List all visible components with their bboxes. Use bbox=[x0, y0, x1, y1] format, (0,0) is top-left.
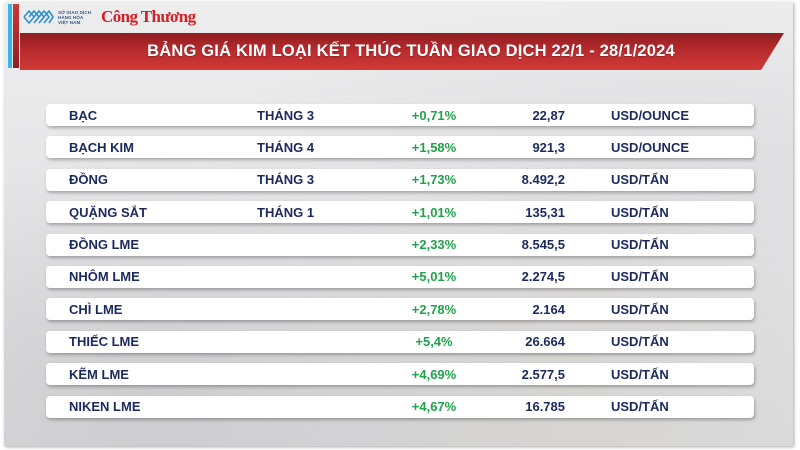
metal-name: ĐỒNG LME bbox=[69, 237, 140, 253]
weekly-change: +4,67% bbox=[411, 399, 457, 415]
unit: USD/TẤN bbox=[611, 334, 669, 350]
weekly-change: +1,01% bbox=[411, 204, 457, 220]
price: 2.577,5 bbox=[521, 366, 565, 382]
exchange-name-line-1: SỞ GIAO DỊCH bbox=[58, 9, 92, 15]
accent-bar-blue bbox=[8, 4, 12, 68]
weekly-change: +2,78% bbox=[411, 301, 457, 317]
exchange-name-line-2: HÀNG HÓA bbox=[58, 14, 84, 20]
metal-name: NIKEN LME bbox=[69, 399, 141, 415]
contract-month: THÁNG 3 bbox=[257, 107, 315, 123]
unit: USD/TẤN bbox=[611, 172, 669, 188]
metal-name: THIẾC LME bbox=[69, 334, 140, 350]
unit: USD/TẤN bbox=[611, 204, 669, 220]
price: 921,3 bbox=[532, 139, 565, 155]
table-row-platinum: BẠCH KIM THÁNG 4 +1,58% 921,3 USD/OUNCE bbox=[46, 136, 754, 159]
header-logo: SỞ GIAO DỊCH HÀNG HÓA VIỆT NAM Công Thươ… bbox=[22, 6, 196, 28]
weekly-change: +2,33% bbox=[411, 237, 457, 253]
exchange-logo-icon bbox=[23, 10, 54, 24]
price: 16.785 bbox=[525, 399, 565, 415]
price: 26.664 bbox=[525, 334, 565, 350]
contract-month: THÁNG 1 bbox=[257, 204, 315, 220]
page-title: BẢNG GIÁ KIM LOẠI KẾT THÚC TUẦN GIAO DỊC… bbox=[147, 42, 675, 60]
unit: USD/TẤN bbox=[611, 269, 669, 285]
table-row-zinc-lme: KẼM LME +4,69% 2.577,5 USD/TẤN bbox=[46, 363, 754, 386]
contract-month: THÁNG 4 bbox=[257, 139, 315, 155]
table-row-aluminum-lme: NHÔM LME +5,01% 2.274,5 USD/TẤN bbox=[46, 265, 754, 288]
weekly-change: +1,73% bbox=[411, 172, 457, 188]
price: 135,31 bbox=[525, 204, 565, 220]
brand-logo-text: Công Thương bbox=[101, 7, 196, 26]
metal-name: KẼM LME bbox=[69, 366, 129, 382]
price: 2.164 bbox=[532, 301, 565, 317]
unit: USD/TẤN bbox=[611, 237, 669, 253]
weekly-change: +1,58% bbox=[411, 139, 457, 155]
price: 8.545,5 bbox=[521, 237, 565, 253]
unit: USD/TẤN bbox=[611, 399, 669, 415]
unit: USD/OUNCE bbox=[611, 139, 690, 155]
weekly-change: +5,4% bbox=[415, 334, 453, 350]
price: 2.274,5 bbox=[521, 269, 565, 285]
table-row-nickel-lme: NIKEN LME +4,67% 16.785 USD/TẤN bbox=[46, 395, 754, 418]
weekly-change: +4,69% bbox=[411, 366, 457, 382]
exchange-name-line-3: VIỆT NAM bbox=[58, 19, 81, 25]
weekly-change: +5,01% bbox=[411, 269, 457, 285]
metal-name: BẠCH KIM bbox=[69, 139, 134, 155]
unit: USD/TẤN bbox=[611, 301, 669, 317]
price: 8.492,2 bbox=[521, 172, 565, 188]
metal-name: QUẶNG SẮT bbox=[69, 204, 147, 220]
contract-month: THÁNG 3 bbox=[257, 172, 315, 188]
metal-name: NHÔM LME bbox=[69, 269, 140, 285]
title-banner: BẢNG GIÁ KIM LOẠI KẾT THÚC TUẦN GIAO DỊC… bbox=[20, 33, 784, 70]
unit: USD/OUNCE bbox=[611, 107, 690, 123]
table-row-copper-lme: ĐỒNG LME +2,33% 8.545,5 USD/TẤN bbox=[46, 233, 754, 256]
metal-name: BẠC bbox=[69, 107, 98, 123]
accent-bar-red bbox=[13, 4, 19, 68]
table-row-copper: ĐỒNG THÁNG 3 +1,73% 8.492,2 USD/TẤN bbox=[46, 168, 754, 191]
metal-name: CHÌ LME bbox=[69, 301, 123, 317]
exchange-name: SỞ GIAO DỊCH HÀNG HÓA VIỆT NAM bbox=[58, 10, 91, 25]
table-row-iron-ore: QUẶNG SẮT THÁNG 1 +1,01% 135,31 USD/TẤN bbox=[46, 201, 754, 224]
unit: USD/TẤN bbox=[611, 366, 669, 382]
table-row-lead-lme: CHÌ LME +2,78% 2.164 USD/TẤN bbox=[46, 298, 754, 321]
table-row-tin-lme: THIẾC LME +5,4% 26.664 USD/TẤN bbox=[46, 330, 754, 353]
price: 22,87 bbox=[532, 107, 565, 123]
table-row-silver: BẠC THÁNG 3 +0,71% 22,87 USD/OUNCE bbox=[46, 104, 754, 126]
metal-price-table: BẠC THÁNG 3 +0,71% 22,87 USD/OUNCE BẠCH … bbox=[46, 104, 754, 428]
weekly-change: +0,71% bbox=[411, 107, 457, 123]
metal-name: ĐỒNG bbox=[69, 172, 108, 188]
